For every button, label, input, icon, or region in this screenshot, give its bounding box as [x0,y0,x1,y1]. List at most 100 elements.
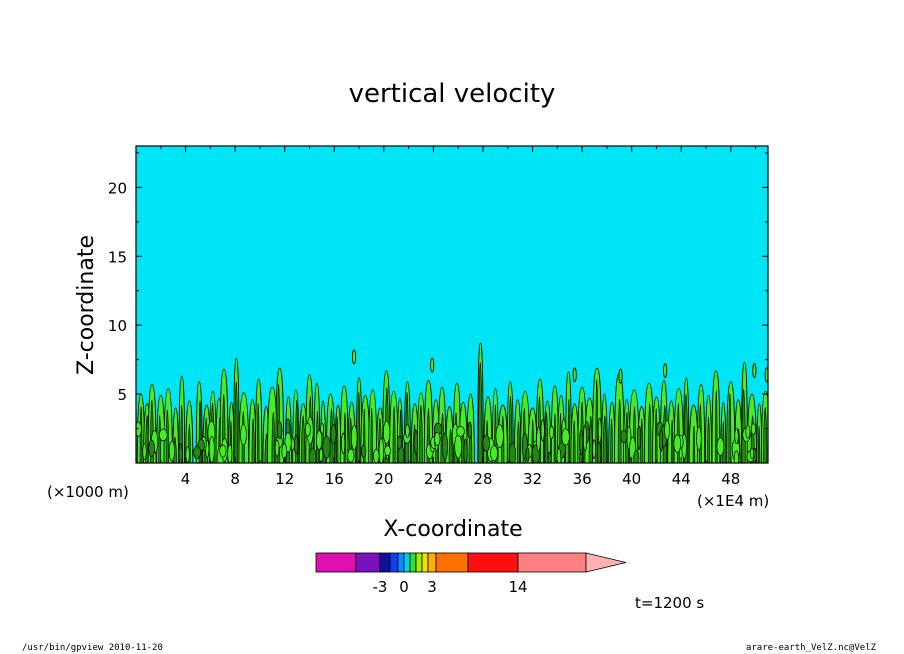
colorbar-label: 3 [427,578,437,596]
colorbar-label: 14 [508,578,527,596]
downdraft [610,418,613,463]
surface-cell [745,424,751,439]
downdraft [572,420,576,463]
isolated-blob [572,367,577,383]
surface-cell [579,430,584,455]
surface-cell [633,450,640,463]
colorbar-segment [421,552,429,573]
downdraft [418,405,423,463]
colorbar-label: -3 [373,578,388,596]
surface-cell [749,447,755,459]
downdraft [139,406,143,463]
downdraft [648,403,652,463]
x-tick-label: 8 [230,470,240,488]
surface-cell [659,429,663,452]
surface-cell [434,431,441,447]
surface-cell [540,419,545,442]
surface-cell [441,432,448,461]
colorbar-segment [427,552,437,573]
surface-cell [276,421,283,440]
x-tick-label: 24 [424,470,443,488]
downdraft [763,407,768,463]
downdraft [715,390,718,463]
surface-cell [495,424,504,448]
downdraft [595,379,599,463]
x-tick-label: 36 [573,470,592,488]
surface-cell [274,439,280,457]
downdraft [256,403,260,463]
downdraft [251,418,255,463]
surface-cell [750,423,757,435]
isolated-blob [430,357,435,373]
surface-cell [347,448,355,463]
surface-cell [294,434,299,455]
colorbar-segment [315,552,357,573]
surface-cell [454,434,463,459]
colorbar-segment [517,552,587,573]
isolated-blob [663,363,668,379]
y-tick-label: 10 [108,317,127,335]
surface-cell [315,430,323,450]
surface-cell [696,426,702,451]
y-axis-label: Z-coordinate [74,235,99,375]
downdraft [676,403,680,463]
downdraft [707,416,710,463]
surface-cell [193,445,201,459]
downdraft [728,393,732,463]
y-tick-label: 5 [117,386,127,404]
footer-right: arare-earth_VelZ.nc@VelZ [746,643,877,653]
surface-cell [592,439,597,459]
surface-cell [456,426,465,437]
footer-left: /usr/bin/gpview 2010-11-20 [22,643,163,653]
plot-frame [135,145,769,464]
colorbar-segment [379,552,391,573]
downdraft [553,413,557,463]
surface-cell [240,424,247,446]
surface-cell [525,447,530,462]
downdraft [370,407,373,463]
surface-cell [350,424,358,451]
colorbar-arrow [585,552,627,573]
surface-cell [158,428,168,442]
surface-cell [673,434,682,453]
surface-cell [716,437,725,456]
surface-cell [378,437,384,463]
surface-cell [414,429,418,455]
surface-cell [281,443,288,460]
isolated-blob [618,368,623,384]
surface-cell [733,450,740,463]
surface-cell [620,429,628,444]
x-tick-label: 16 [325,470,344,488]
surface-cell [396,435,402,450]
surface-cell [304,422,311,437]
colorbar-segment [435,552,469,573]
surface-cell [549,425,554,440]
x-axis-label: X-coordinate [383,517,522,542]
x-tick-label: 4 [181,470,191,488]
isolated-blob [752,363,757,379]
x-tick-label: 48 [721,470,740,488]
surface-cell [536,426,541,452]
surface-cell [384,445,391,457]
contour-field [136,342,768,463]
downdraft [295,400,299,463]
surface-cell [373,448,380,463]
downdraft [670,419,674,463]
surface-cell [308,447,317,463]
isolated-blob [352,349,357,365]
downdraft [692,425,696,463]
colorbar-segment [397,552,405,573]
colorbar-segment [467,552,519,573]
surface-cell [330,424,337,445]
downdraft [271,412,276,463]
surface-cell [597,417,602,444]
surface-cell [463,438,468,463]
x-tick-label: 44 [672,470,691,488]
colorbar-segment [415,552,423,573]
surface-cell [636,425,642,450]
x-tick-label: 40 [622,470,641,488]
colorbar-segment [403,552,411,573]
downdraft [158,415,162,463]
surface-cell [508,442,516,463]
surface-cell [341,432,346,455]
